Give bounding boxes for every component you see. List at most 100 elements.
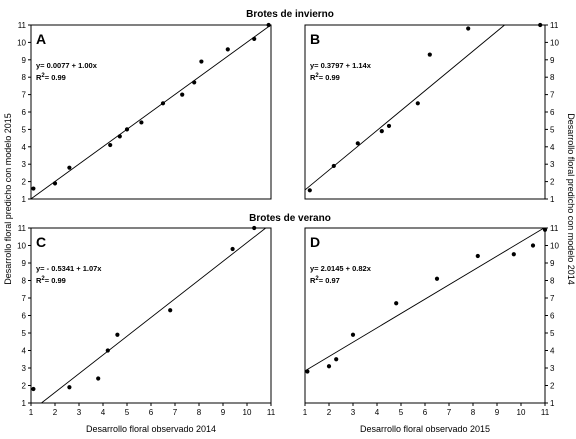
panel-d-point-8 [511,252,516,257]
panel-a-fit-line [30,24,272,200]
panel-a-point-2 [52,181,58,186]
panel-b-equation: y= 0.3797 + 1.14x [310,61,372,70]
panel-c-y-tick-label-11: 11 [18,224,27,233]
panel-c-x-tick-label-7: 7 [173,408,178,417]
panel-c-y-tick-label-2: 2 [22,382,27,391]
panel-a-point-4 [108,142,113,148]
panel-d-point-3 [334,357,339,362]
panel-c-y-tick-label-3: 3 [22,364,27,373]
panel-d-letter: D [310,234,320,250]
panel-d-x-tick-label-6: 6 [423,408,428,417]
panel-c-equation: y= - 0.5341 + 1.07x [36,264,102,273]
panel-b-y-tick-label-4: 4 [550,143,555,152]
panel-b-r-squared: R2= 0.99 [310,73,340,82]
panel-c-x-tick-label-9: 9 [221,408,226,417]
panel-d-point-5 [394,301,399,306]
panel-a: 1 2 3 4 5 6 7 8 9 10 11 Ay= 0.0077 + 1.00x R2= 0.99 [17,21,272,204]
panel-d-point-4 [350,332,356,337]
panel-a-point-13 [252,36,257,42]
panel-c-point-6 [168,308,173,313]
panel-c-y-tick-label-6: 6 [22,312,27,321]
panel-b-letter: B [310,31,320,47]
panel-c-r-squared: R2= 0.99 [36,276,66,285]
panel-a-point-3 [67,165,72,170]
panel-d-fit-line [304,227,545,372]
panel-b-frame [304,24,546,200]
panel-c-y-tick-label-9: 9 [22,259,27,268]
panel-d-y-tick-label-11: 11 [550,224,559,233]
panel-a-point-11 [199,59,204,64]
panel-a-y-tick-label-5: 5 [22,125,27,134]
panel-d-y-tick-label-5: 5 [550,329,555,338]
panel-b-point-5 [386,123,392,129]
panel-c-point-1 [31,386,36,392]
panel-a-letter: A [36,31,46,47]
panel-b-y-tick-label-6: 6 [550,108,555,117]
panel-b-y-tick-label-1: 1 [550,195,555,204]
panel-b: 1 2 3 4 5 6 7 8 9 10 11 By= 0.3797 + 1.14x R2= 0.99 [304,21,559,204]
panel-c-x-tick-label-8: 8 [197,408,202,417]
panel-b-y-tick-label-11: 11 [550,21,559,30]
panel-a-y-tick-label-7: 7 [22,91,27,100]
panel-d-point-1 [305,369,310,374]
panel-d-y-tick-label-6: 6 [550,312,555,321]
panel-d-x-tick-label-3: 3 [351,408,356,417]
panel-d-point-6 [434,276,440,281]
panel-d-x-tick-label-4: 4 [375,408,380,417]
panel-c-point-3 [96,376,101,381]
panel-c-y-tick-label-4: 4 [22,347,27,356]
section-title-winter: Brotes de invierno [246,9,334,20]
panel-d-x-tick-label-8: 8 [471,408,476,417]
panel-d-frame [304,227,546,404]
panel-a-y-tick-label-9: 9 [22,56,27,65]
panel-b-y-tick-label-8: 8 [550,73,555,82]
panel-d-equation: y= 2.0145 + 0.82x [310,264,372,273]
panel-d-x-tick-label-1: 1 [303,408,308,417]
panel-a-point-9 [180,92,185,97]
panel-a-y-tick-label-6: 6 [22,108,27,117]
panel-d-point-2 [326,364,332,369]
panel-a-point-14 [266,22,271,28]
panel-d-y-tick-label-9: 9 [550,259,555,268]
panel-d-r-squared: R2= 0.97 [310,276,340,285]
panel-c-y-tick-label-8: 8 [22,277,27,286]
panel-a-point-12 [225,47,230,52]
panel-c-x-tick-label-2: 2 [53,408,58,417]
panel-d-y-tick-label-2: 2 [550,382,555,391]
panel-a-point-7 [139,120,144,125]
panel-c-y-tick-label-1: 1 [22,399,27,408]
panel-a-equation: y= 0.0077 + 1.00x [36,61,98,70]
panel-d-x-tick-label-11: 11 [541,408,550,417]
panel-c-y-tick-label-7: 7 [22,294,27,303]
left-y-axis-title: Desarrollo floral predicho con modelo 20… [3,113,13,285]
panel-b-point-2 [331,163,336,169]
panel-d-y-tick-label-1: 1 [550,399,555,408]
panel-b-y-tick-label-7: 7 [550,91,555,100]
panel-c-x-axis-title: Desarrollo floral observado 2014 [86,424,216,434]
panel-c-point-4 [105,348,110,353]
panel-a-y-tick-label-1: 1 [22,195,27,204]
panel-d-x-tick-label-7: 7 [447,408,452,417]
panel-c-x-tick-label-5: 5 [125,408,130,417]
panel-c-x-tick-label-3: 3 [77,408,82,417]
panel-b-point-9 [538,22,543,28]
panel-a-point-1 [31,186,36,191]
panel-c-fit-line [41,227,266,404]
panel-b-fit-line [304,24,505,191]
panel-b-point-8 [466,26,471,31]
panel-a-point-5 [117,134,122,139]
panel-a-y-tick-label-3: 3 [22,160,27,169]
panel-b-point-4 [379,129,384,134]
panel-b-y-tick-label-10: 10 [550,38,559,47]
panel-c-x-tick-label-11: 11 [267,408,276,417]
panel-a-point-10 [192,80,197,85]
panel-c-point-2 [67,385,72,390]
panel-b-y-tick-label-3: 3 [550,160,555,169]
panel-d-y-tick-label-7: 7 [550,294,555,303]
panel-d-x-tick-label-10: 10 [517,408,526,417]
panel-c-y-tick-label-5: 5 [22,329,27,338]
panel-d-point-7 [475,253,480,259]
